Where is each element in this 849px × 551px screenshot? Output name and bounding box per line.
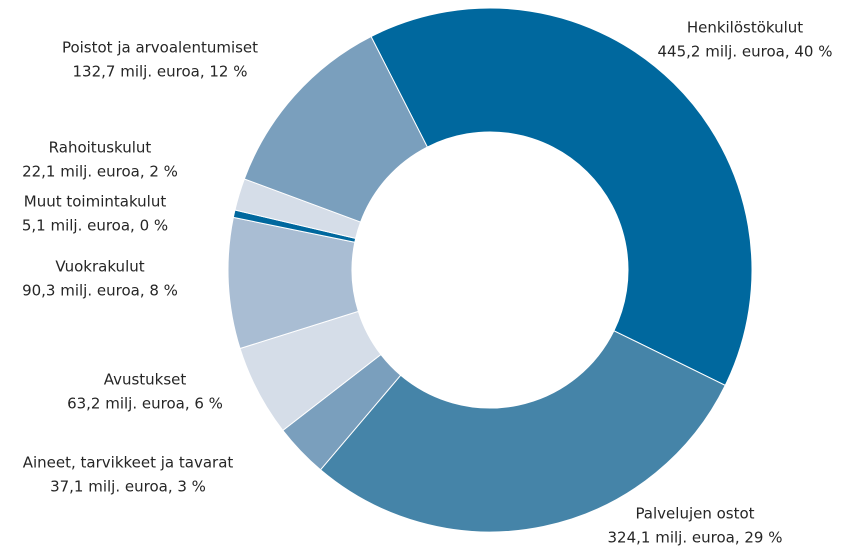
slice-value-label: 90,3 milj. euroa, 8 % <box>22 282 178 300</box>
slice-value-label: 37,1 milj. euroa, 3 % <box>50 478 206 496</box>
slice-value-label: 63,2 milj. euroa, 6 % <box>67 395 223 413</box>
donut-slice <box>319 330 726 533</box>
slice-value-label: 5,1 milj. euroa, 0 % <box>22 217 168 235</box>
slice-label: Muut toimintakulut <box>24 193 167 211</box>
slice-label: Rahoituskulut <box>49 139 152 157</box>
slice-label: Poistot ja arvoalentumiset <box>62 39 258 57</box>
slice-label: Henkilöstökulut <box>687 19 803 37</box>
slice-label: Vuokrakulut <box>55 258 144 276</box>
slice-value-label: 132,7 milj. euroa, 12 % <box>73 63 248 81</box>
slice-value-label: 445,2 milj. euroa, 40 % <box>658 43 833 61</box>
slice-value-label: 324,1 milj. euroa, 29 % <box>608 529 783 547</box>
slice-label: Palvelujen ostot <box>635 505 754 523</box>
donut-slice <box>370 7 753 387</box>
slice-value-label: 22,1 milj. euroa, 2 % <box>22 163 178 181</box>
donut-slice <box>243 35 429 223</box>
slice-label: Aineet, tarvikkeet ja tavarat <box>23 454 234 472</box>
slice-label: Avustukset <box>104 371 187 389</box>
